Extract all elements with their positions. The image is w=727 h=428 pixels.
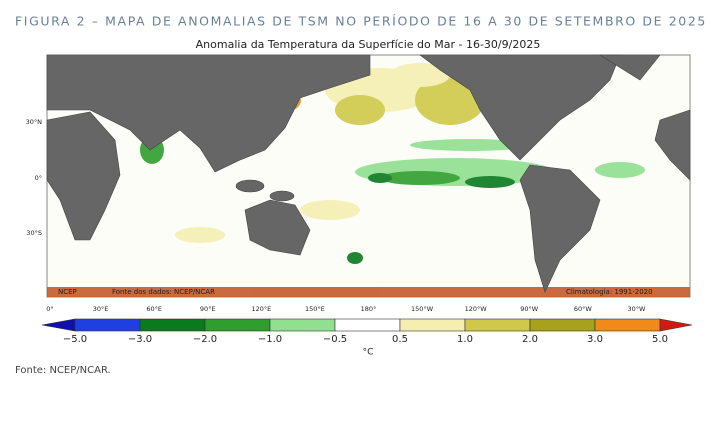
lon-label: 30°W bbox=[627, 305, 646, 313]
colorbar-segment bbox=[594, 318, 661, 332]
colorbar-label: −2.0 bbox=[193, 334, 217, 345]
colorbar-label: −0.5 bbox=[323, 334, 347, 345]
map-title: Anomalia da Temperatura da Superfície do… bbox=[196, 38, 541, 51]
figure-title: FIGURA 2 – MAPA DE ANOMALIAS DE TSM NO P… bbox=[15, 14, 707, 29]
lat-label: 30°N bbox=[26, 118, 43, 126]
colorbar-segment bbox=[74, 318, 141, 332]
colorbar-label: −1.0 bbox=[258, 334, 282, 345]
lon-label: 30°E bbox=[93, 305, 109, 313]
colorbar-end bbox=[41, 318, 76, 332]
lon-label: 60°W bbox=[574, 305, 593, 313]
lon-axis: 0° 30°E 60°E 90°E 120°E 150°E 180° 150°W 120°W 90… bbox=[46, 305, 646, 313]
colorbar-label: 3.0 bbox=[587, 334, 603, 345]
footnote: Fonte: NCEP/NCAR. bbox=[15, 365, 111, 376]
colorbar-segment bbox=[529, 318, 596, 332]
colorbar-end bbox=[659, 318, 693, 332]
colorbar-segment bbox=[399, 318, 466, 332]
colorbar-label: −5.0 bbox=[63, 334, 87, 345]
credit: NCEP bbox=[58, 288, 77, 296]
colorbar-label: −3.0 bbox=[128, 334, 152, 345]
colorbar-label: 2.0 bbox=[522, 334, 538, 345]
map: NCEP Fonte dos dados: NCEP/NCAR Climatol… bbox=[46, 54, 691, 298]
lon-label: 0° bbox=[46, 305, 53, 313]
colorbar-segment bbox=[464, 318, 531, 332]
colorbar-label: 0.5 bbox=[392, 334, 408, 345]
climatology: Climatologia: 1991-2020 bbox=[566, 288, 653, 296]
colorbar-segment bbox=[204, 318, 271, 332]
source-text: Fonte dos dados: NCEP/NCAR bbox=[112, 288, 215, 296]
lat-label: 0° bbox=[35, 174, 42, 182]
colorbar: −5.0 −3.0 −2.0 −1.0 −0.5 0.5 1.0 2.0 3.0 5.0 bbox=[41, 318, 693, 345]
colorbar-label: 5.0 bbox=[652, 334, 668, 345]
lon-label: 150°W bbox=[411, 305, 434, 313]
colorbar-unit: °C bbox=[363, 348, 374, 358]
lat-label: 30°S bbox=[26, 229, 42, 237]
lon-label: 120°E bbox=[251, 305, 271, 313]
lon-label: 90°W bbox=[520, 305, 539, 313]
colorbar-segment bbox=[334, 318, 401, 332]
colorbar-segment bbox=[139, 318, 206, 332]
lat-axis: 30°N 0° 30°S bbox=[26, 118, 43, 237]
colorbar-segment bbox=[269, 318, 336, 332]
colorbar-label: 1.0 bbox=[457, 334, 473, 345]
lon-label: 90°E bbox=[200, 305, 216, 313]
lon-label: 120°W bbox=[465, 305, 488, 313]
lon-label: 150°E bbox=[305, 305, 325, 313]
lon-label: 60°E bbox=[146, 305, 162, 313]
lon-label: 180° bbox=[361, 305, 377, 313]
